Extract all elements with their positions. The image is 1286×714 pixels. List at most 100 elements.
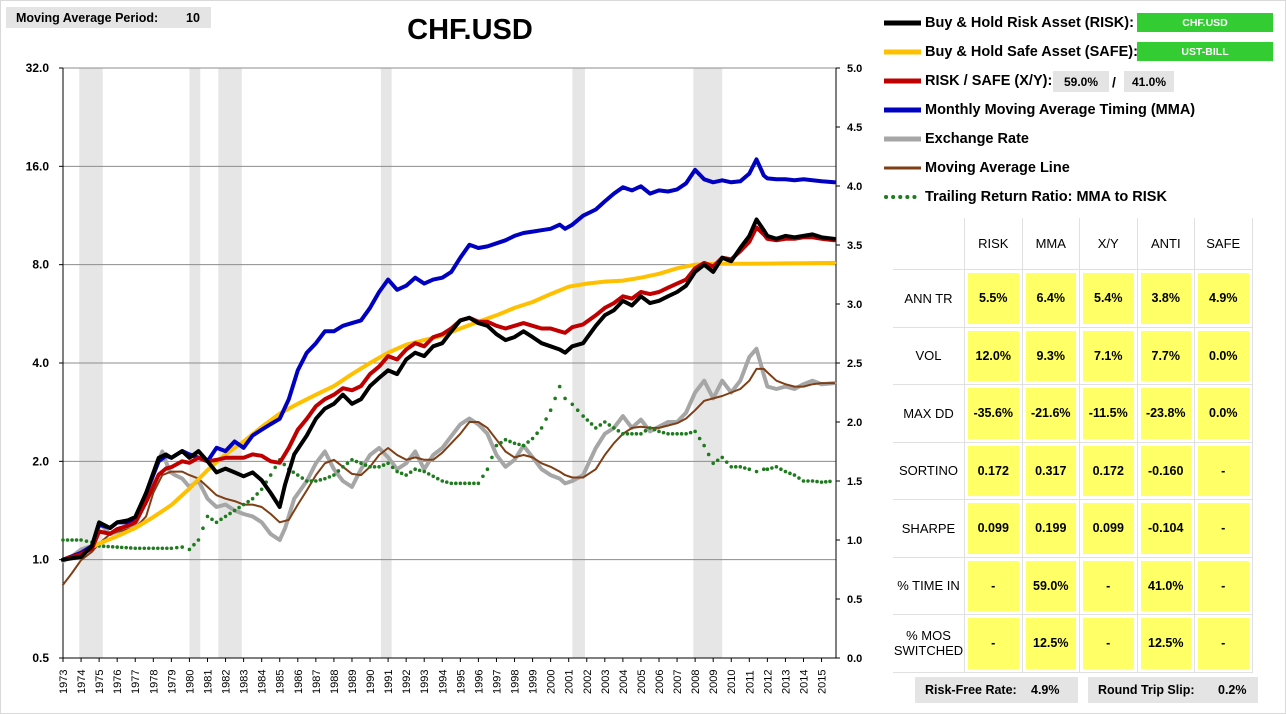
ratio-dot bbox=[205, 514, 210, 519]
ratio-dot bbox=[828, 479, 832, 484]
x-tick-label: 1994 bbox=[437, 670, 449, 694]
ratio-dot bbox=[61, 538, 65, 542]
stats-cell: 9.3% bbox=[1022, 327, 1080, 385]
ratio-dot bbox=[291, 470, 296, 474]
ratio-dot bbox=[563, 396, 567, 401]
ratio-dot bbox=[110, 544, 115, 549]
legend-label-ratio: Trailing Return Ratio: MMA to RISK bbox=[925, 189, 1167, 205]
ratio-dot bbox=[535, 431, 539, 436]
ratio-dot bbox=[630, 432, 634, 436]
stats-value: 0.0% bbox=[1198, 388, 1249, 439]
series-line-fx bbox=[61, 346, 837, 564]
y-left-tick-label: 1.0 bbox=[32, 553, 49, 567]
stats-row-sortino: SORTINO 0.172 0.317 0.172 -0.160 - bbox=[893, 442, 1253, 500]
stats-cell: 12.0% bbox=[965, 327, 1023, 385]
ratio-dot bbox=[499, 440, 503, 445]
x-tick-label: 2010 bbox=[726, 670, 738, 694]
ratio-dot bbox=[666, 432, 670, 436]
ratio-dot bbox=[268, 473, 273, 477]
ratio-dot bbox=[84, 539, 89, 543]
ratio-dot bbox=[648, 426, 652, 430]
ratio-dot bbox=[273, 465, 278, 470]
ratio-dot bbox=[797, 476, 801, 480]
stats-row-sharpe: SHARPE 0.099 0.199 0.099 -0.104 - bbox=[893, 500, 1253, 558]
ratio-dot bbox=[742, 466, 747, 470]
y-right-tick-label: 3.0 bbox=[847, 299, 862, 311]
ratio-dot bbox=[137, 546, 142, 551]
risk-free-rate: Risk-Free Rate: 4.9% bbox=[915, 677, 1078, 703]
ratio-dot bbox=[697, 436, 702, 441]
ratio-dot bbox=[815, 479, 819, 484]
stats-cell: 7.7% bbox=[1137, 327, 1195, 385]
ratio-dot bbox=[670, 432, 675, 436]
x-tick-label: 1993 bbox=[419, 670, 431, 694]
ratio-dot bbox=[607, 423, 612, 427]
stats-value: - bbox=[1198, 618, 1249, 669]
stats-value: - bbox=[968, 560, 1019, 611]
stats-cell: 0.0% bbox=[1195, 327, 1253, 385]
ratio-dot bbox=[792, 473, 797, 477]
stats-cell: 4.9% bbox=[1195, 270, 1253, 328]
ratio-dot bbox=[395, 469, 399, 474]
stats-corner bbox=[893, 218, 965, 270]
y-right-tick-label: 5.0 bbox=[847, 63, 862, 75]
y-right-tick-label: 2.0 bbox=[847, 417, 862, 429]
ratio-dot bbox=[521, 443, 526, 448]
ratio-dot bbox=[255, 492, 259, 496]
stats-table: RISK MMA X/Y ANTI SAFE ANN TR 5.5% 6.4% … bbox=[893, 218, 1253, 673]
y-right-tick-label: 1.5 bbox=[847, 476, 862, 488]
ratio-dot bbox=[711, 461, 715, 466]
ratio-dot bbox=[621, 432, 625, 436]
stats-row-label: MAX DD bbox=[893, 385, 965, 443]
legend-swatch-ma-line bbox=[884, 166, 921, 170]
x-tick-label: 2013 bbox=[780, 670, 792, 694]
stats-value: -23.8% bbox=[1140, 388, 1191, 439]
ratio-dot bbox=[467, 481, 472, 486]
ratio-dot bbox=[119, 545, 124, 550]
risk-asset-selector[interactable]: CHF.USD bbox=[1137, 13, 1273, 32]
ratio-dot bbox=[115, 545, 119, 549]
ma-period-value[interactable]: 10 bbox=[186, 10, 200, 25]
stats-value: -21.6% bbox=[1025, 388, 1076, 439]
ratio-dot bbox=[336, 469, 341, 473]
ratio-dot bbox=[733, 465, 738, 469]
stats-cell: 0.317 bbox=[1022, 442, 1080, 500]
stats-value: 7.1% bbox=[1083, 330, 1134, 381]
stats-value: - bbox=[1198, 503, 1249, 554]
x-tick-label: 1981 bbox=[202, 670, 214, 694]
slip-value[interactable]: 0.2% bbox=[1218, 683, 1247, 697]
stats-cell: 0.199 bbox=[1022, 500, 1080, 558]
ratio-dot bbox=[581, 414, 585, 418]
ratio-dot bbox=[314, 479, 318, 483]
ratio-dot bbox=[589, 422, 594, 426]
ratio-dot bbox=[770, 466, 774, 470]
ratio-dot bbox=[237, 505, 241, 510]
safe-asset-selector[interactable]: UST-BILL bbox=[1137, 42, 1273, 61]
stats-cell: - bbox=[1195, 615, 1253, 673]
ratio-dot bbox=[702, 443, 706, 448]
ratio-dot bbox=[754, 469, 759, 474]
stats-row-ann-tr: ANN TR 5.5% 6.4% 5.4% 3.8% 4.9% bbox=[893, 270, 1253, 328]
alloc-x-value[interactable]: 59.0% bbox=[1053, 71, 1109, 92]
ratio-dot bbox=[431, 474, 436, 479]
stats-cell: 6.4% bbox=[1022, 270, 1080, 328]
ratio-dot bbox=[819, 480, 824, 484]
ratio-dot bbox=[517, 442, 521, 447]
ratio-dot bbox=[390, 465, 395, 470]
ratio-dot bbox=[720, 455, 725, 460]
y-left-tick-label: 4.0 bbox=[32, 356, 49, 370]
legend-swatch-safe bbox=[884, 49, 921, 55]
ratio-dot bbox=[323, 476, 327, 481]
stats-value: 59.0% bbox=[1025, 560, 1076, 611]
x-tick-label: 2002 bbox=[582, 670, 594, 694]
y-left-tick-label: 16.0 bbox=[26, 159, 50, 173]
ratio-dot bbox=[476, 481, 481, 486]
ratio-dot bbox=[652, 427, 657, 432]
stats-row-label: VOL bbox=[893, 327, 965, 385]
chart-plot: 0.5 1.0 2.0 4.0 8.0 16.0 32.0 0.0 0.5 1.0 1.5 2.0 2.… bbox=[26, 61, 863, 694]
ratio-dot bbox=[413, 467, 417, 472]
ratio-dot bbox=[747, 467, 752, 472]
stats-value: 41.0% bbox=[1140, 560, 1191, 611]
risk-free-value[interactable]: 4.9% bbox=[1031, 683, 1060, 697]
ratio-dot bbox=[612, 426, 616, 430]
